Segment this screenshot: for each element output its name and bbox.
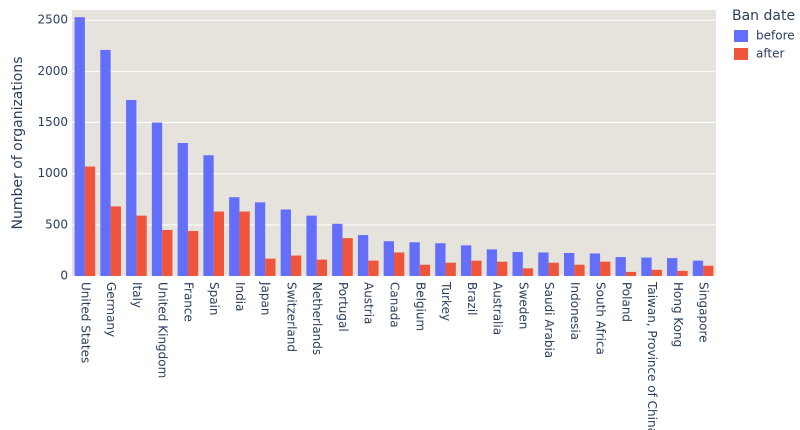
bar — [136, 215, 147, 276]
x-tick-label: Poland — [619, 282, 633, 322]
x-tick-label: United Kingdom — [156, 282, 170, 378]
x-tick-label: Sweden — [516, 282, 530, 329]
legend-swatch[interactable] — [734, 30, 748, 42]
bar — [625, 271, 637, 276]
bar — [368, 260, 379, 276]
bar — [445, 262, 456, 276]
x-tick-label: France — [181, 282, 195, 322]
bar — [419, 264, 431, 276]
bar — [84, 166, 96, 276]
legend-label[interactable]: after — [756, 47, 784, 61]
bar — [110, 206, 121, 276]
x-tick-label: Italy — [130, 282, 144, 308]
y-tick-label: 0 — [60, 269, 68, 283]
legend-label[interactable]: before — [756, 29, 795, 43]
bar — [538, 252, 549, 276]
x-tick-label: Portugal — [336, 282, 350, 332]
bar — [460, 245, 472, 276]
bar — [600, 261, 611, 276]
bar — [522, 268, 534, 276]
bar — [342, 238, 353, 276]
y-tick-label: 2000 — [37, 64, 68, 78]
x-tick-label: Switzerland — [284, 282, 298, 352]
bar — [667, 258, 678, 276]
bar — [265, 258, 276, 276]
bar — [162, 229, 173, 276]
x-tick-label: Canada — [388, 282, 402, 328]
bar — [357, 235, 369, 276]
y-tick-label: 1500 — [37, 115, 68, 129]
bar — [692, 260, 704, 276]
bar — [280, 209, 291, 276]
bar — [486, 249, 498, 276]
x-tick-label: Australia — [491, 282, 505, 335]
bar — [677, 270, 688, 276]
bar — [213, 211, 224, 276]
x-tick-label: Austria — [362, 282, 376, 324]
x-tick-label: Turkey — [439, 281, 453, 321]
bar — [394, 252, 405, 276]
bar — [332, 223, 343, 276]
bar — [615, 257, 626, 276]
legend-title: Ban date — [732, 8, 795, 24]
bar — [497, 261, 508, 276]
x-tick-label: Netherlands — [310, 282, 324, 355]
bar — [203, 155, 214, 276]
x-tick-label: Indonesia — [568, 282, 582, 340]
bar — [254, 202, 266, 276]
bar — [290, 255, 302, 276]
bar — [435, 243, 446, 276]
x-tick-label: Spain — [207, 282, 221, 316]
bar — [409, 242, 420, 276]
bar — [471, 260, 482, 276]
x-tick-label: Taiwan, Province of China — [645, 281, 659, 430]
bar — [548, 262, 559, 276]
bar — [316, 259, 328, 276]
y-tick-label: 1000 — [37, 166, 68, 180]
bar — [187, 230, 199, 276]
bar — [641, 257, 652, 276]
x-tick-label: Hong Kong — [671, 282, 685, 347]
bar — [512, 251, 523, 276]
x-tick-label: Brazil — [465, 282, 479, 316]
y-axis-title: Number of organizations — [10, 57, 26, 230]
x-tick-label: Singapore — [697, 282, 711, 343]
bar — [74, 17, 85, 277]
bar — [151, 122, 163, 277]
x-tick-label: Germany — [104, 282, 118, 337]
bar — [564, 252, 575, 276]
bar — [383, 241, 394, 276]
bar — [651, 269, 662, 276]
bar — [229, 197, 240, 276]
y-tick-label: 2500 — [37, 13, 68, 27]
bar — [126, 100, 137, 277]
x-tick-label: Saudi Arabia — [542, 282, 556, 358]
bar — [703, 265, 714, 276]
bar — [589, 253, 601, 276]
bar — [177, 143, 188, 276]
legend-swatch[interactable] — [734, 48, 748, 60]
bar — [100, 49, 111, 277]
x-tick-label: United States — [78, 282, 92, 363]
x-tick-label: Belgium — [413, 282, 427, 331]
y-tick-label: 500 — [45, 217, 68, 231]
bar — [239, 211, 250, 276]
bar — [574, 264, 585, 276]
x-tick-label: Japan — [259, 281, 273, 315]
x-tick-label: India — [233, 282, 247, 311]
bar — [306, 215, 317, 276]
x-tick-label: South Africa — [594, 282, 608, 355]
